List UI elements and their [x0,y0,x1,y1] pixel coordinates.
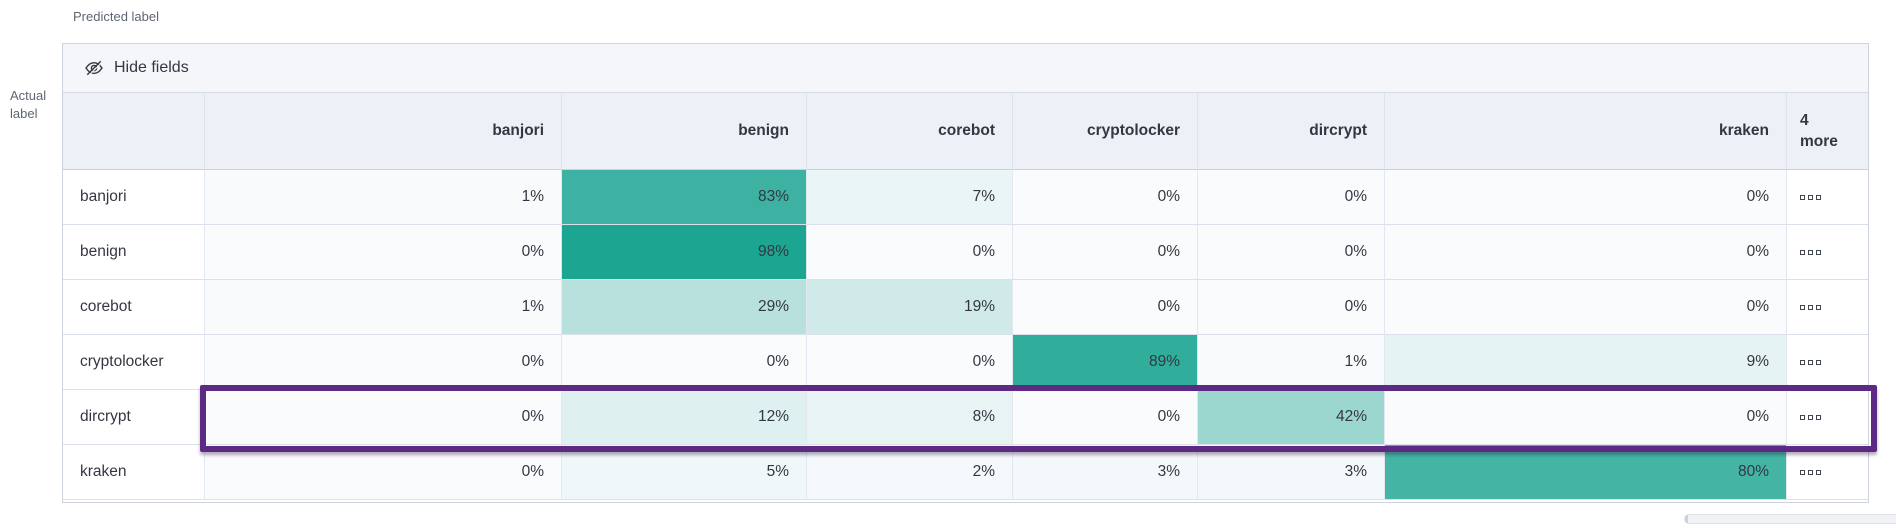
matrix-cell-cryptolocker-kraken[interactable]: 9% [1385,335,1787,390]
matrix-cell-kraken-banjori[interactable]: 0% [205,445,562,500]
more-word: more [1800,133,1838,150]
boxes-horizontal-icon [1800,194,1821,200]
more-columns-header[interactable]: 4 more [1787,93,1868,170]
row-actions-button[interactable] [1787,170,1868,225]
matrix-cell-corebot-banjori[interactable]: 1% [205,280,562,335]
matrix-cell-cryptolocker-dircrypt[interactable]: 1% [1198,335,1385,390]
column-header-dircrypt[interactable]: dircrypt [1198,93,1385,170]
eye-closed-icon [84,58,104,78]
matrix-cell-cryptolocker-cryptolocker[interactable]: 89% [1013,335,1198,390]
row-label-kraken[interactable]: kraken [63,445,205,500]
matrix-cell-banjori-kraken[interactable]: 0% [1385,170,1787,225]
predicted-label-caption: Predicted label [73,9,159,24]
row-label-dircrypt[interactable]: dircrypt [63,390,205,445]
boxes-horizontal-icon [1800,249,1821,255]
row-actions-button[interactable] [1787,335,1868,390]
matrix-cell-cryptolocker-benign[interactable]: 0% [562,335,807,390]
hide-fields-button[interactable]: Hide fields [63,44,1868,93]
actual-label-line1: Actual [10,88,47,103]
row-label-cryptolocker[interactable]: cryptolocker [63,335,205,390]
matrix-cell-dircrypt-benign[interactable]: 12% [562,390,807,445]
row-actions-button[interactable] [1787,390,1868,445]
row-actions-button[interactable] [1787,445,1868,500]
row-label-benign[interactable]: benign [63,225,205,280]
matrix-cell-banjori-corebot[interactable]: 7% [807,170,1013,225]
row-actions-button[interactable] [1787,225,1868,280]
matrix-cell-dircrypt-kraken[interactable]: 0% [1385,390,1787,445]
matrix-cell-kraken-cryptolocker[interactable]: 3% [1013,445,1198,500]
boxes-horizontal-icon [1800,414,1821,420]
matrix-cell-corebot-benign[interactable]: 29% [562,280,807,335]
matrix-cell-banjori-cryptolocker[interactable]: 0% [1013,170,1198,225]
column-header-corebot[interactable]: corebot [807,93,1013,170]
confusion-matrix-grid: banjori benign corebot cryptolocker dircrypt… [63,93,1868,500]
matrix-cell-benign-kraken[interactable]: 0% [1385,225,1787,280]
matrix-cell-banjori-banjori[interactable]: 1% [205,170,562,225]
hide-fields-label: Hide fields [114,59,189,76]
boxes-horizontal-icon [1800,359,1821,365]
matrix-cell-dircrypt-dircrypt[interactable]: 42% [1198,390,1385,445]
more-count: 4 [1800,112,1809,129]
matrix-cell-kraken-dircrypt[interactable]: 3% [1198,445,1385,500]
matrix-cell-kraken-corebot[interactable]: 2% [807,445,1013,500]
matrix-cell-benign-cryptolocker[interactable]: 0% [1013,225,1198,280]
matrix-cell-kraken-kraken[interactable]: 80% [1385,445,1787,500]
row-label-banjori[interactable]: banjori [63,170,205,225]
matrix-cell-cryptolocker-corebot[interactable]: 0% [807,335,1013,390]
column-header-cryptolocker[interactable]: cryptolocker [1013,93,1198,170]
matrix-cell-dircrypt-cryptolocker[interactable]: 0% [1013,390,1198,445]
column-header-kraken[interactable]: kraken [1385,93,1787,170]
header-corner-cell [63,93,205,170]
matrix-cell-banjori-dircrypt[interactable]: 0% [1198,170,1385,225]
matrix-cell-corebot-corebot[interactable]: 19% [807,280,1013,335]
boxes-horizontal-icon [1800,469,1821,475]
column-header-benign[interactable]: benign [562,93,807,170]
matrix-cell-corebot-cryptolocker[interactable]: 0% [1013,280,1198,335]
confusion-matrix-table: Hide fields banjori benign corebot cryptolo… [62,43,1877,503]
horizontal-scrollbar-thumb[interactable] [1684,514,1896,524]
matrix-cell-dircrypt-banjori[interactable]: 0% [205,390,562,445]
matrix-cell-dircrypt-corebot[interactable]: 8% [807,390,1013,445]
matrix-cell-corebot-dircrypt[interactable]: 0% [1198,280,1385,335]
row-label-corebot[interactable]: corebot [63,280,205,335]
actual-label-caption: Actual label [10,87,46,123]
matrix-cell-benign-banjori[interactable]: 0% [205,225,562,280]
matrix-cell-benign-corebot[interactable]: 0% [807,225,1013,280]
matrix-cell-corebot-kraken[interactable]: 0% [1385,280,1787,335]
matrix-cell-benign-benign[interactable]: 98% [562,225,807,280]
column-header-banjori[interactable]: banjori [205,93,562,170]
matrix-cell-banjori-benign[interactable]: 83% [562,170,807,225]
matrix-cell-benign-dircrypt[interactable]: 0% [1198,225,1385,280]
row-actions-button[interactable] [1787,280,1868,335]
actual-label-line2: label [10,106,38,121]
matrix-cell-cryptolocker-banjori[interactable]: 0% [205,335,562,390]
matrix-cell-kraken-benign[interactable]: 5% [562,445,807,500]
boxes-horizontal-icon [1800,304,1821,310]
